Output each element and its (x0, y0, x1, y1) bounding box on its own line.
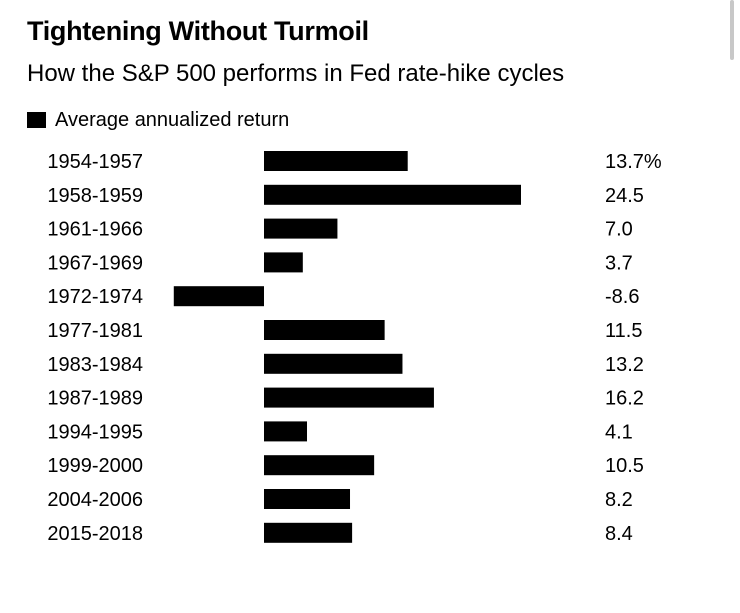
legend-swatch (27, 112, 46, 128)
bar (264, 353, 403, 374)
chart-subtitle: How the S&P 500 performs in Fed rate-hik… (27, 60, 565, 87)
category-label: 1994-1995 (47, 421, 143, 443)
category-label: 2015-2018 (47, 523, 143, 545)
bar (264, 252, 303, 273)
bar (264, 320, 385, 340)
value-label: -8.6 (605, 286, 639, 308)
legend-label: Average annualized return (55, 108, 290, 131)
value-label: 13.7% (605, 151, 662, 173)
category-label: 1958-1959 (47, 185, 143, 207)
value-label: 11.5 (605, 320, 642, 342)
category-label: 1967-1969 (47, 252, 143, 274)
value-label: 16.2 (605, 388, 644, 410)
legend: Average annualized return (27, 107, 289, 133)
category-label: 1961-1966 (47, 219, 143, 241)
value-label: 7.0 (605, 219, 633, 241)
bar (264, 455, 375, 476)
value-label: 8.2 (605, 489, 633, 511)
bar (264, 421, 308, 442)
category-label: 1972-1974 (47, 286, 143, 308)
category-label: 1977-1981 (47, 320, 143, 342)
value-label: 10.5 (605, 455, 644, 477)
scrollbar[interactable] (730, 0, 734, 60)
value-label: 3.7 (605, 252, 633, 274)
category-label: 1954-1957 (47, 151, 143, 173)
bar (264, 489, 351, 509)
category-label: 1987-1989 (47, 388, 143, 410)
bar (173, 286, 264, 307)
value-label: 13.2 (605, 354, 644, 376)
bar (264, 522, 353, 543)
bar (264, 387, 434, 408)
bar (264, 184, 521, 205)
chart-title: Tightening Without Turmoil (27, 16, 369, 46)
category-label: 1999-2000 (47, 455, 143, 477)
value-label: 8.4 (605, 523, 633, 545)
value-label: 24.5 (605, 185, 644, 207)
category-label: 2004-2006 (47, 489, 143, 511)
bar (264, 151, 408, 171)
bar (264, 218, 338, 239)
value-label: 4.1 (605, 421, 633, 443)
category-label: 1983-1984 (47, 354, 143, 376)
